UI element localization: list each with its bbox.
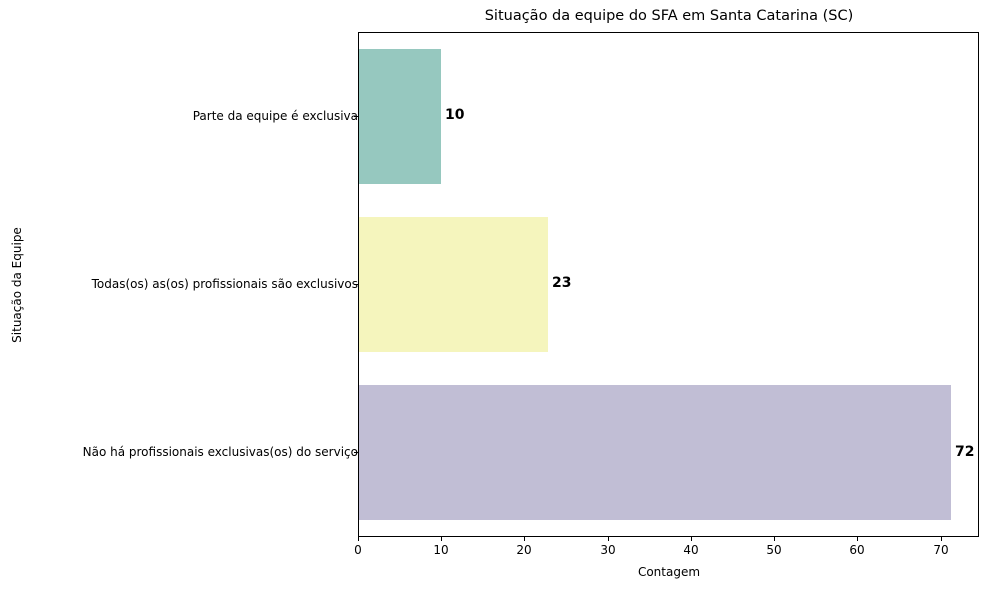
x-tick-mark (358, 537, 359, 541)
y-tick-label: Não há profissionais exclusivas(os) do s… (82, 445, 358, 459)
x-tick-label: 50 (766, 543, 782, 557)
plot-area: 10 23 72 (358, 32, 979, 537)
bar-value-label: 72 (955, 444, 975, 460)
y-tick-label: Todas(os) as(os) profissionais são exclu… (91, 277, 358, 291)
bar-parte-exclusiva (359, 49, 441, 184)
x-tick-label: 0 (354, 543, 362, 557)
x-tick-label: 60 (849, 543, 865, 557)
bar-value-label: 23 (552, 275, 572, 291)
bar-value-label: 10 (445, 107, 465, 123)
y-tick-mark (354, 116, 358, 117)
x-tick-mark (524, 537, 525, 541)
x-tick-label: 20 (516, 543, 532, 557)
x-tick-mark (774, 537, 775, 541)
x-tick-label: 10 (433, 543, 449, 557)
bar-todas-exclusivos (359, 217, 548, 352)
x-tick-label: 30 (600, 543, 616, 557)
x-tick-mark (691, 537, 692, 541)
x-tick-mark (941, 537, 942, 541)
x-tick-mark (608, 537, 609, 541)
y-axis-label: Situação da Equipe (10, 227, 24, 343)
y-tick-mark (354, 284, 358, 285)
bar-nao-ha-exclusivas (359, 385, 951, 520)
x-tick-mark (441, 537, 442, 541)
x-tick-label: 70 (933, 543, 949, 557)
x-tick-mark (857, 537, 858, 541)
y-tick-label: Parte da equipe é exclusiva (192, 109, 358, 123)
x-axis-label: Contagem (637, 565, 701, 579)
x-tick-label: 40 (683, 543, 699, 557)
chart-title: Situação da equipe do SFA em Santa Catar… (484, 8, 854, 24)
y-tick-mark (354, 452, 358, 453)
